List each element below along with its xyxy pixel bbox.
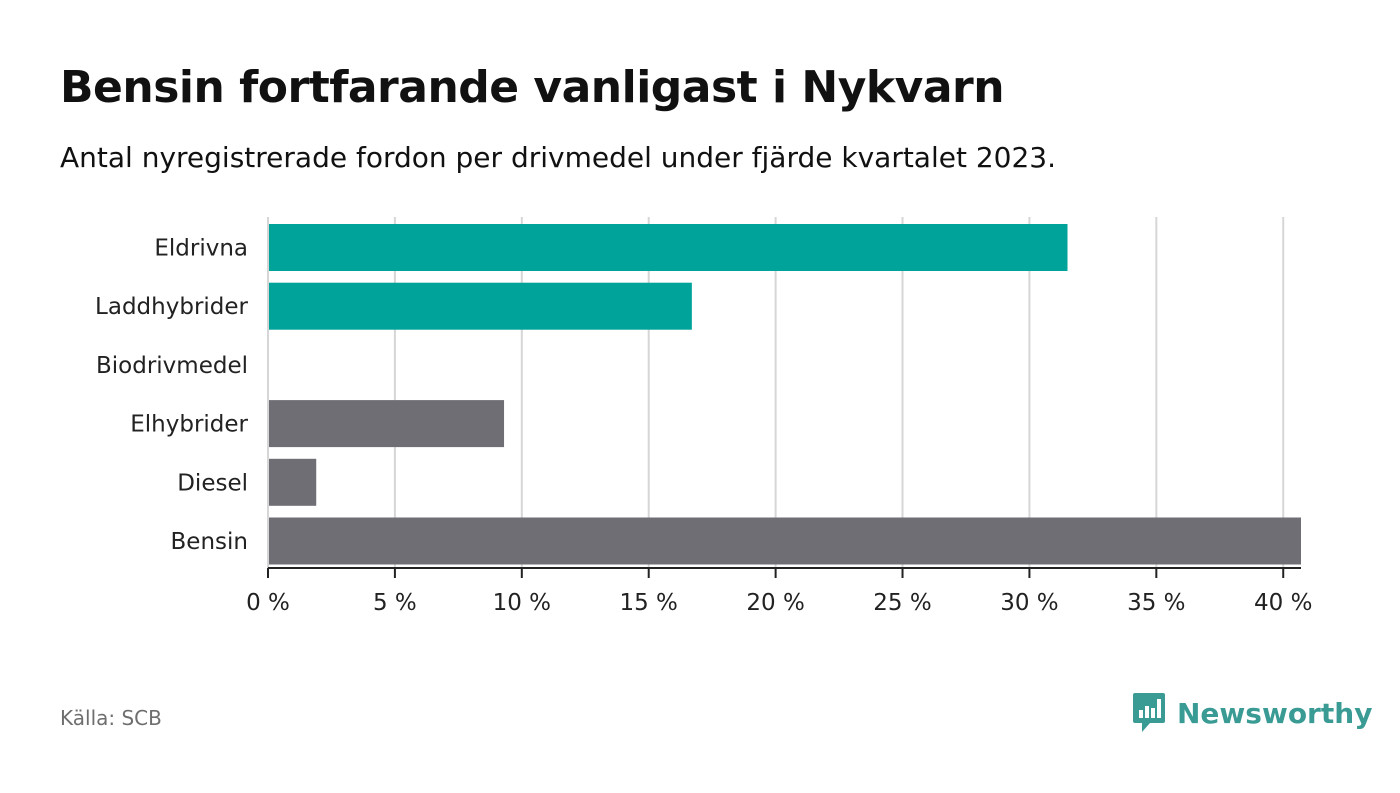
source-note: Källa: SCB (60, 706, 162, 730)
chart-subtitle: Antal nyregistrerade fordon per drivmede… (60, 141, 1057, 174)
category-label: Eldrivna (154, 236, 248, 262)
newsworthy-logo: Newsworthy (1132, 692, 1372, 734)
x-tick-label: 5 % (373, 590, 417, 616)
bar-diesel (268, 458, 317, 506)
chart-title: Bensin fortfarande vanligast i Nykvarn (60, 62, 1005, 113)
x-tick-label: 10 % (493, 590, 551, 616)
bar-elhybrider (268, 400, 505, 448)
x-tick-label: 30 % (1000, 590, 1058, 616)
bar-chart-logo-icon (1133, 693, 1165, 732)
x-tick-label: 0 % (246, 590, 290, 616)
category-label: Diesel (177, 470, 248, 496)
bar-laddhybrider (268, 282, 692, 330)
category-label: Elhybrider (130, 412, 248, 438)
x-tick-label: 40 % (1254, 590, 1312, 616)
category-label: Laddhybrider (95, 294, 248, 320)
category-label: Biodrivmedel (96, 353, 248, 379)
x-tick-label: 25 % (873, 590, 931, 616)
x-tick-label: 20 % (746, 590, 804, 616)
bar-bensin (268, 517, 1301, 565)
category-label: Bensin (171, 529, 248, 555)
x-tick-label: 35 % (1127, 590, 1185, 616)
x-tick-label: 15 % (619, 590, 677, 616)
bar-eldrivna (268, 224, 1068, 271)
brand-name: Newsworthy (1177, 696, 1373, 730)
